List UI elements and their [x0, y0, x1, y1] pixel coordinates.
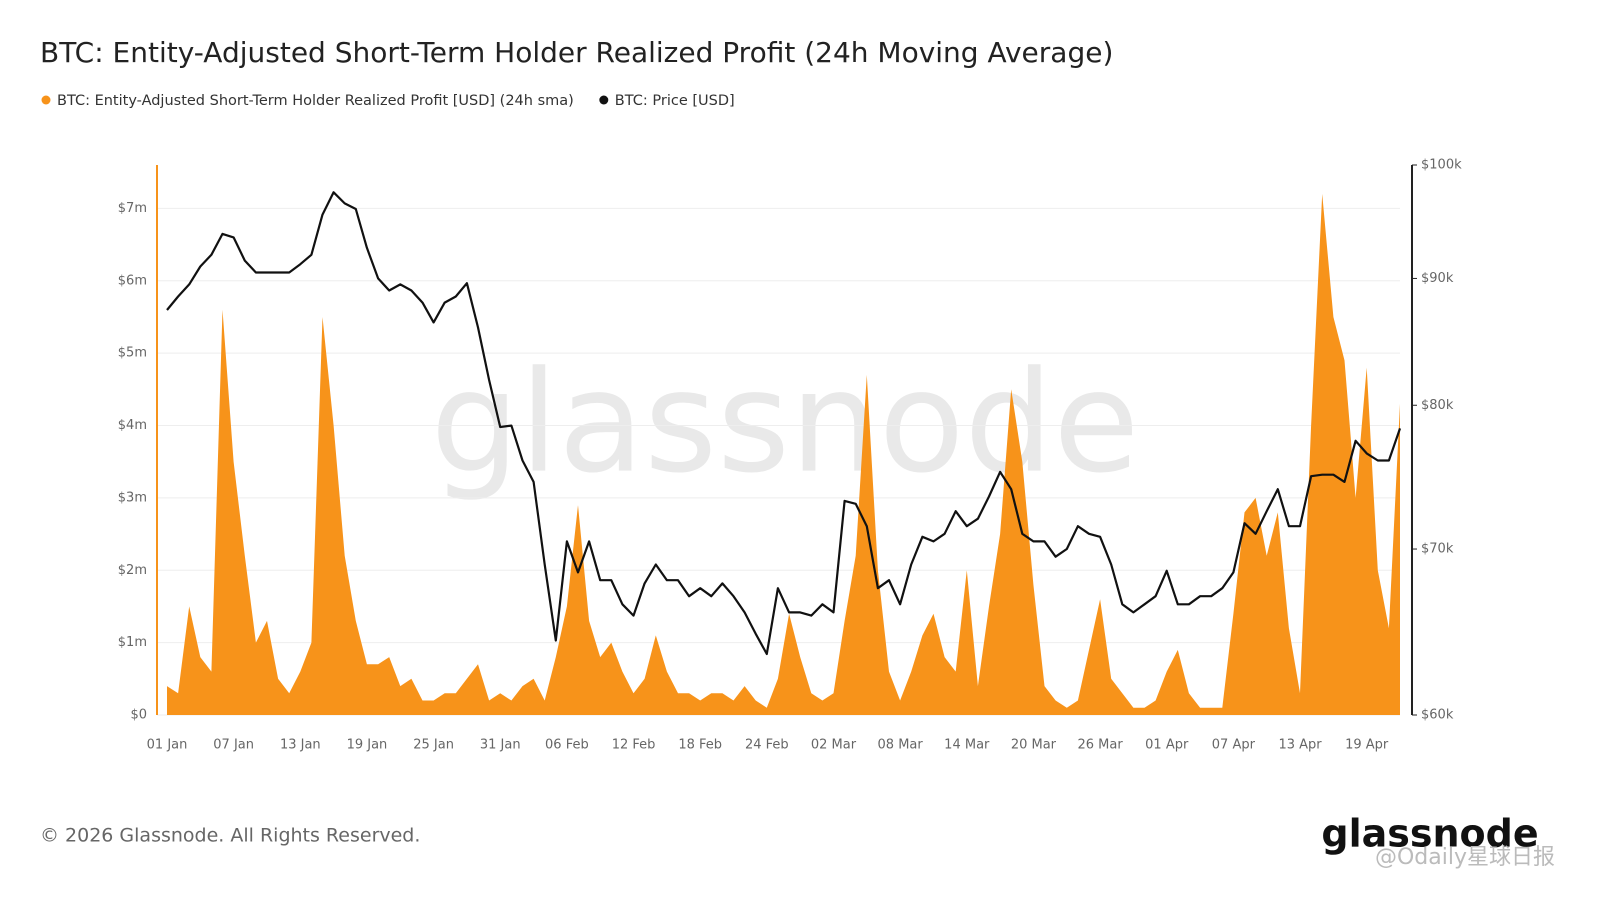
y-tick-label: $7m: [118, 201, 147, 216]
y2-tick-label: $100k: [1421, 158, 1462, 173]
x-tick-label: 07 Apr: [1212, 738, 1256, 753]
watermark: glassnode: [431, 342, 1140, 505]
legend-marker: [599, 95, 609, 105]
x-tick-label: 13 Jan: [280, 738, 321, 753]
y2-tick-label: $60k: [1421, 708, 1454, 723]
x-tick-label: 19 Apr: [1345, 738, 1389, 753]
y-tick-label: $1m: [118, 635, 147, 650]
x-tick-label: 26 Mar: [1077, 738, 1123, 753]
x-tick-label: 07 Jan: [213, 738, 254, 753]
y-tick-label: $2m: [118, 563, 147, 578]
x-tick-label: 19 Jan: [347, 738, 388, 753]
y2-tick-label: $90k: [1421, 271, 1454, 286]
x-tick-label: 13 Apr: [1278, 738, 1322, 753]
logo: glassnode: [1321, 812, 1538, 856]
y-tick-label: $5m: [118, 346, 147, 361]
y2-tick-label: $80k: [1421, 398, 1454, 413]
legend: BTC: Entity-Adjusted Short-Term Holder R…: [41, 93, 735, 109]
x-tick-label: 02 Mar: [811, 738, 857, 753]
source-watermark: @Odaily星球日报: [1375, 845, 1555, 870]
y-tick-label: $4m: [118, 418, 147, 433]
legend-label: BTC: Price [USD]: [615, 93, 735, 109]
x-tick-label: 12 Feb: [612, 738, 656, 753]
x-tick-label: 24 Feb: [745, 738, 789, 753]
x-tick-label: 01 Apr: [1145, 738, 1189, 753]
x-tick-label: 31 Jan: [480, 738, 521, 753]
x-tick-label: 08 Mar: [878, 738, 924, 753]
y-tick-label: $6m: [118, 273, 147, 288]
legend-label: BTC: Entity-Adjusted Short-Term Holder R…: [57, 93, 574, 109]
y-tick-label: $3m: [118, 490, 147, 505]
y-tick-label: $0: [130, 708, 147, 723]
y2-tick-label: $70k: [1421, 542, 1454, 557]
x-tick-label: 18 Feb: [678, 738, 722, 753]
x-tick-label: 06 Feb: [545, 738, 589, 753]
line: [166, 191, 1402, 656]
copyright: © 2026 Glassnode. All Rights Reserved.: [40, 825, 420, 847]
x-tick-label: 14 Mar: [944, 738, 990, 753]
x-tick-label: 20 Mar: [1011, 738, 1057, 753]
legend-marker: [41, 95, 51, 105]
area: [167, 193, 1400, 715]
chart-title: BTC: Entity-Adjusted Short-Term Holder R…: [40, 36, 1113, 69]
x-tick-label: 01 Jan: [147, 738, 188, 753]
x-tick-label: 25 Jan: [413, 738, 454, 753]
